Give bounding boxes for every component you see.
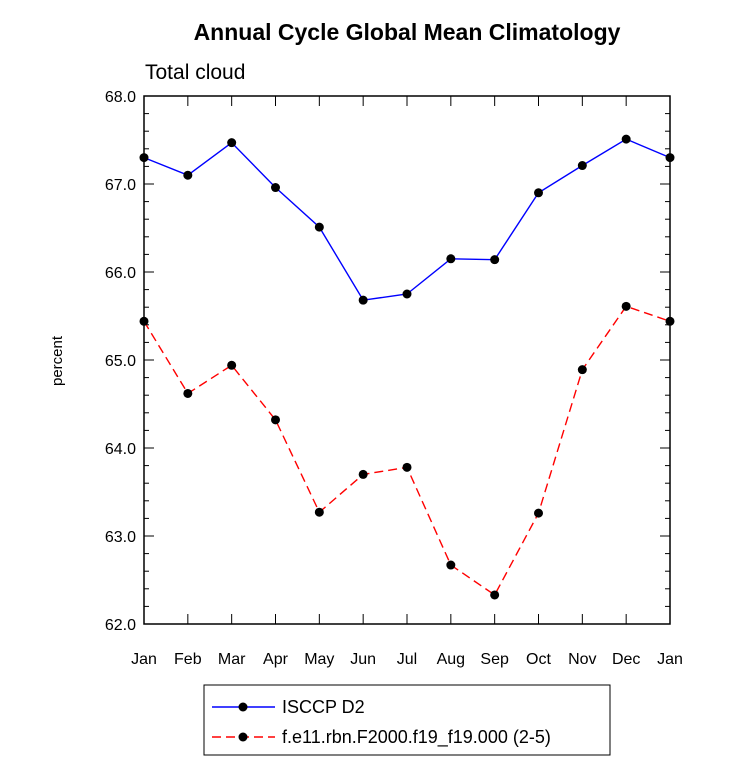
y-tick-label: 66.0 (105, 265, 136, 282)
series-line (143, 305, 671, 596)
x-tick-label: May (304, 651, 334, 668)
data-point (314, 222, 324, 232)
y-tick-label: 62.0 (105, 617, 136, 634)
data-point (402, 289, 412, 299)
data-point (446, 560, 456, 570)
data-point (534, 188, 543, 198)
y-tick-label: 68.0 (105, 89, 136, 106)
data-point (183, 388, 193, 398)
data-point (490, 590, 500, 600)
data-point (227, 138, 237, 148)
chart-subtitle: Total cloud (145, 61, 245, 84)
data-point (271, 415, 280, 425)
chart-title: Annual Cycle Global Mean Climatology (194, 19, 621, 45)
series-2 (139, 301, 675, 600)
data-point (621, 301, 631, 311)
legend: ISCCP D2 f.e11.rbn.F2000.f19_f19.000 (2-5… (203, 684, 611, 756)
series-line (143, 138, 671, 301)
data-point (446, 254, 456, 264)
data-point (271, 183, 280, 193)
x-tick-label: Sep (480, 651, 509, 668)
y-tick-label: 67.0 (105, 177, 136, 194)
x-tick-label: Jul (397, 651, 417, 668)
x-tick-label: Aug (437, 651, 465, 668)
data-point (534, 508, 543, 518)
data-point (665, 153, 675, 163)
x-tick-label: Mar (218, 651, 246, 668)
x-tick-label: Nov (568, 651, 596, 668)
plot-frame (143, 95, 671, 625)
y-tick-label: 65.0 (105, 353, 136, 370)
data-point (665, 316, 675, 326)
data-point (577, 365, 587, 375)
axes: 62.0 63.0 64.0 65.0 66.0 67.0 68.0 Jan Feb Mar Apr… (105, 89, 683, 668)
data-point (577, 161, 587, 171)
legend-label: ISCCP D2 (282, 697, 365, 717)
legend-label: f.e11.rbn.F2000.f19_f19.000 (2-5) (282, 727, 551, 748)
x-tick-label: Oct (526, 651, 551, 668)
data-point (621, 134, 631, 144)
x-tick-label: Jan (131, 651, 157, 668)
x-tick-label: Jun (350, 651, 376, 668)
data-point (227, 360, 237, 370)
data-point (183, 170, 193, 180)
x-tick-label: Dec (612, 651, 640, 668)
y-tick-label: 63.0 (105, 529, 136, 546)
series-layer (139, 134, 675, 600)
legend-marker (238, 732, 248, 742)
data-point (402, 462, 412, 472)
x-tick-label: Apr (263, 651, 289, 668)
y-axis-label: percent (49, 335, 66, 386)
legend-marker (238, 702, 248, 712)
data-point (358, 469, 368, 479)
data-point (490, 255, 500, 265)
data-point (139, 316, 149, 326)
x-tick-label: Feb (174, 651, 202, 668)
series-1 (139, 134, 675, 305)
x-tick-label: Jan (657, 651, 683, 668)
legend-box (203, 684, 611, 756)
y-tick-label: 64.0 (105, 441, 136, 458)
data-point (358, 295, 368, 305)
data-point (139, 153, 149, 163)
data-point (314, 507, 324, 517)
